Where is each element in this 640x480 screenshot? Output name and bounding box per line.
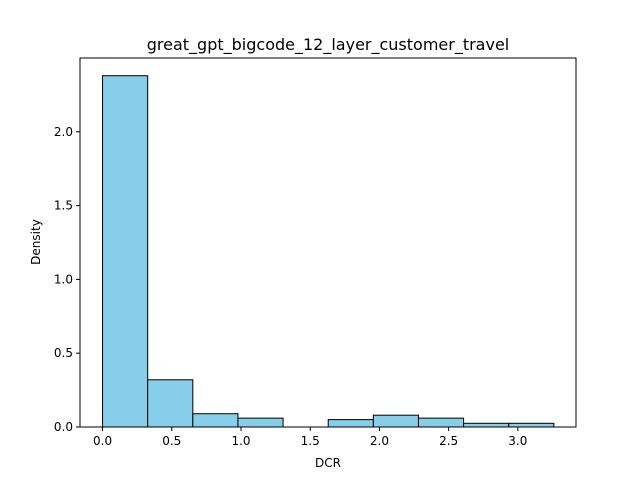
x-axis-label: DCR — [315, 456, 341, 470]
bars-group — [102, 75, 555, 428]
x-tick-label: 2.5 — [439, 434, 458, 448]
histogram-bar-1 — [147, 379, 194, 428]
histogram-bar-9 — [508, 422, 555, 428]
x-tick-label: 1.0 — [231, 434, 250, 448]
y-tick-label: 2.0 — [54, 125, 73, 139]
histogram-bar-8 — [463, 422, 510, 428]
chart-title: great_gpt_bigcode_12_layer_customer_trav… — [147, 35, 510, 55]
histogram-bar-7 — [417, 417, 465, 428]
x-tick-label: 0.5 — [162, 434, 181, 448]
histogram-bar-5 — [327, 419, 374, 428]
y-tick-label: 1.0 — [54, 272, 73, 286]
x-tick-label: 1.5 — [301, 434, 320, 448]
plot-frame — [79, 57, 577, 428]
histogram-bar-0 — [102, 75, 149, 428]
y-axis-label: Density — [29, 219, 43, 265]
y-axis-ticks: 0.0 0.5 1.0 1.5 2.0 — [54, 125, 80, 434]
histogram-bar-3 — [237, 417, 284, 428]
histogram-bar-6 — [372, 414, 419, 428]
x-tick-label: 0.0 — [93, 434, 112, 448]
y-tick-label: 0.0 — [54, 420, 73, 434]
x-tick-label: 3.0 — [508, 434, 527, 448]
x-tick-label: 2.0 — [370, 434, 389, 448]
x-axis-ticks: 0.0 0.5 1.0 1.5 2.0 2.5 3.0 — [93, 427, 527, 448]
y-tick-label: 0.5 — [54, 346, 73, 360]
y-tick-label: 1.5 — [54, 199, 73, 213]
histogram-bar-2 — [192, 413, 239, 428]
